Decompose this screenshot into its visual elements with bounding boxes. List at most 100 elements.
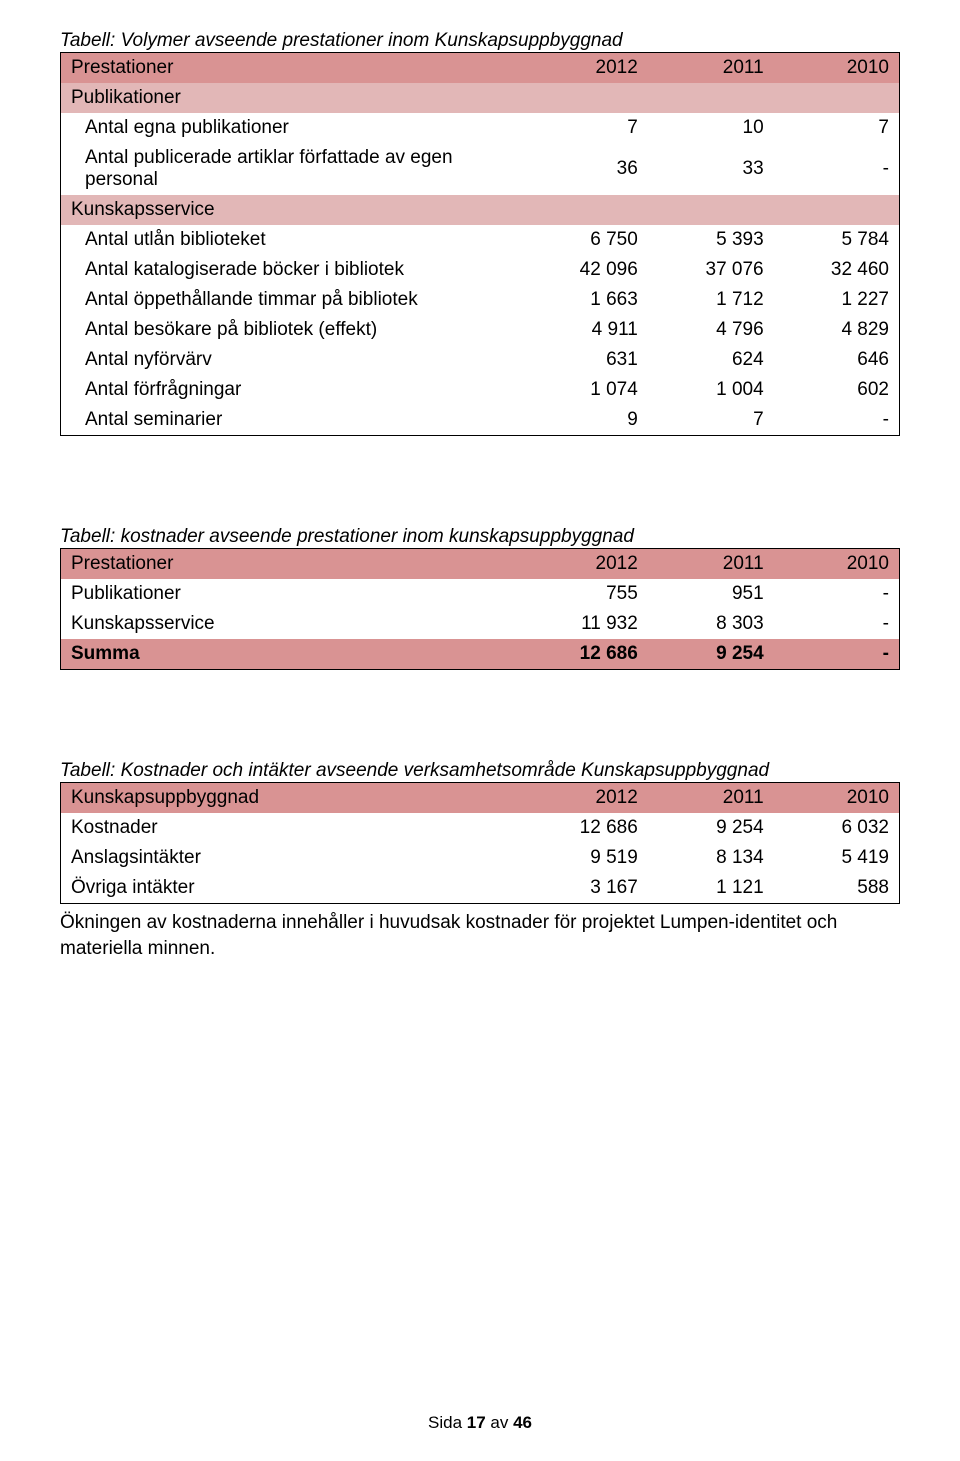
cell-label: Anslagsintäkter: [61, 843, 522, 873]
cell-value: 42 096: [522, 255, 648, 285]
table1-header-year-2: 2010: [774, 53, 900, 84]
table-row: Publikationer 755 951 -: [61, 579, 900, 609]
cell-label: Antal katalogiserade böcker i bibliotek: [61, 255, 522, 285]
table3-caption: Tabell: Kostnader och intäkter avseende …: [60, 760, 900, 782]
table2-summary-row: Summa 12 686 9 254 -: [61, 639, 900, 670]
table-row: Kunskapsservice 11 932 8 303 -: [61, 609, 900, 639]
cell-value: 1 121: [648, 873, 774, 904]
cell-value: 1 074: [522, 375, 648, 405]
table1: Prestationer 2012 2011 2010 Publikatione…: [60, 52, 900, 436]
table-row: Antal nyförvärv 631 624 646: [61, 345, 900, 375]
cell-label: Publikationer: [61, 579, 522, 609]
cell-value: 1 712: [648, 285, 774, 315]
footer-middle: av: [486, 1413, 513, 1432]
table3-header-label: Kunskapsuppbyggnad: [61, 783, 522, 814]
cell-value: -: [774, 405, 900, 436]
table1-section-0-title: Publikationer: [61, 83, 900, 113]
cell-value: 646: [774, 345, 900, 375]
cell-value: 6 032: [774, 813, 900, 843]
cell-value: 32 460: [774, 255, 900, 285]
cell-value: 631: [522, 345, 648, 375]
cell-label: Antal egna publikationer: [61, 113, 522, 143]
cell-value: 5 393: [648, 225, 774, 255]
table2-header-label: Prestationer: [61, 549, 522, 580]
cell-value: 4 796: [648, 315, 774, 345]
table-row: Antal öppethållande timmar på bibliotek …: [61, 285, 900, 315]
cell-value: 7: [522, 113, 648, 143]
cell-value: 9 254: [648, 639, 774, 670]
table1-header-year-1: 2011: [648, 53, 774, 84]
page-container: Tabell: Volymer avseende prestationer in…: [0, 0, 960, 1461]
cell-value: 6 750: [522, 225, 648, 255]
cell-value: 5 419: [774, 843, 900, 873]
cell-value: 36: [522, 143, 648, 195]
cell-label: Antal öppethållande timmar på bibliotek: [61, 285, 522, 315]
cell-label: Antal utlån biblioteket: [61, 225, 522, 255]
cell-value: 8 134: [648, 843, 774, 873]
table-row: Antal utlån biblioteket 6 750 5 393 5 78…: [61, 225, 900, 255]
cell-value: 37 076: [648, 255, 774, 285]
cell-label: Kunskapsservice: [61, 609, 522, 639]
table-row: Antal egna publikationer 7 10 7: [61, 113, 900, 143]
cell-label: Övriga intäkter: [61, 873, 522, 904]
cell-value: 8 303: [648, 609, 774, 639]
cell-value: 10: [648, 113, 774, 143]
cell-value: 7: [774, 113, 900, 143]
table1-header-row: Prestationer 2012 2011 2010: [61, 53, 900, 84]
cell-value: 9: [522, 405, 648, 436]
table-row: Antal seminarier 9 7 -: [61, 405, 900, 436]
table-row: Antal katalogiserade böcker i bibliotek …: [61, 255, 900, 285]
footer-prefix: Sida: [428, 1413, 467, 1432]
cell-label: Summa: [61, 639, 522, 670]
cell-label: Antal besökare på bibliotek (effekt): [61, 315, 522, 345]
table-row: Antal besökare på bibliotek (effekt) 4 9…: [61, 315, 900, 345]
cell-value: 33: [648, 143, 774, 195]
cell-value: -: [774, 639, 900, 670]
table1-header-year-0: 2012: [522, 53, 648, 84]
cell-value: 4 829: [774, 315, 900, 345]
table1-section-1-title: Kunskapsservice: [61, 195, 900, 225]
cell-value: 3 167: [522, 873, 648, 904]
cell-label: Antal publicerade artiklar författade av…: [61, 143, 522, 195]
table1-section-1: Kunskapsservice: [61, 195, 900, 225]
cell-value: 12 686: [522, 639, 648, 670]
table-row: Kostnader 12 686 9 254 6 032: [61, 813, 900, 843]
footer-page-total: 46: [513, 1413, 532, 1432]
page-footer: Sida 17 av 46: [0, 1413, 960, 1433]
table2-header-year-2: 2010: [774, 549, 900, 580]
cell-label: Kostnader: [61, 813, 522, 843]
cell-value: 1 227: [774, 285, 900, 315]
table1-header-label: Prestationer: [61, 53, 522, 84]
cell-label: Antal nyförvärv: [61, 345, 522, 375]
table-row: Anslagsintäkter 9 519 8 134 5 419: [61, 843, 900, 873]
table2-header-row: Prestationer 2012 2011 2010: [61, 549, 900, 580]
cell-value: 951: [648, 579, 774, 609]
table1-caption: Tabell: Volymer avseende prestationer in…: [60, 30, 900, 52]
cell-value: 9 254: [648, 813, 774, 843]
cell-value: 1 663: [522, 285, 648, 315]
cell-value: -: [774, 143, 900, 195]
table3-header-year-1: 2011: [648, 783, 774, 814]
table3-header-year-2: 2010: [774, 783, 900, 814]
table3-header-row: Kunskapsuppbyggnad 2012 2011 2010: [61, 783, 900, 814]
cell-value: 1 004: [648, 375, 774, 405]
cell-value: -: [774, 579, 900, 609]
cell-label: Antal förfrågningar: [61, 375, 522, 405]
table2-caption: Tabell: kostnader avseende prestationer …: [60, 526, 900, 548]
cell-value: 5 784: [774, 225, 900, 255]
table-row: Övriga intäkter 3 167 1 121 588: [61, 873, 900, 904]
table-row: Antal publicerade artiklar författade av…: [61, 143, 900, 195]
table2-header-year-0: 2012: [522, 549, 648, 580]
cell-value: 9 519: [522, 843, 648, 873]
table3-header-year-0: 2012: [522, 783, 648, 814]
table2: Prestationer 2012 2011 2010 Publikatione…: [60, 548, 900, 670]
cell-value: 624: [648, 345, 774, 375]
cell-value: 4 911: [522, 315, 648, 345]
footer-page-current: 17: [467, 1413, 486, 1432]
table2-header-year-1: 2011: [648, 549, 774, 580]
table1-section-0: Publikationer: [61, 83, 900, 113]
cell-value: 11 932: [522, 609, 648, 639]
cell-value: 588: [774, 873, 900, 904]
cell-value: 755: [522, 579, 648, 609]
cell-value: 12 686: [522, 813, 648, 843]
